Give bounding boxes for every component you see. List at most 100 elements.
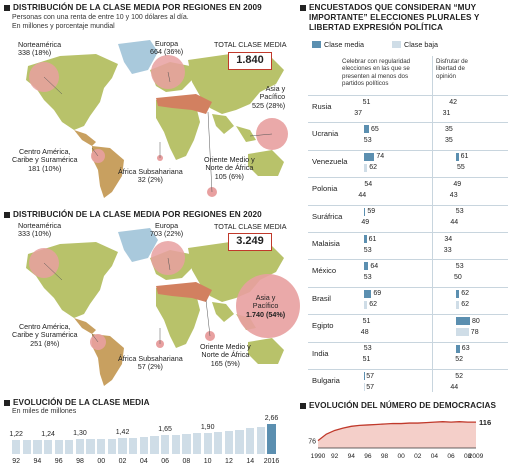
label-eu-2020: Europa 703 (22%) <box>150 221 184 239</box>
democ-x-tick-label: 94 <box>348 453 356 460</box>
democ-x-tick-label: 00 <box>397 453 405 460</box>
bar-value-label: 57 <box>366 372 374 380</box>
bar-value-label: 61 <box>460 153 469 161</box>
bar-value-label: 1,90 <box>200 423 215 431</box>
bar-value-label: 53 <box>363 246 372 254</box>
bar-value-label: 52 <box>455 372 463 380</box>
growth-bar <box>160 435 170 454</box>
column-divider <box>432 56 433 392</box>
bar-value-label: 59 <box>367 208 376 216</box>
bar-value-label: 48 <box>360 328 369 336</box>
section-bullet-icon <box>300 402 306 409</box>
bar-lower-class <box>364 163 368 172</box>
growth-bar <box>246 428 255 454</box>
map-2009-subtitle-2: En millones y porcentaje mundial <box>12 23 115 30</box>
row-separator <box>308 232 508 233</box>
growth-bar <box>75 439 85 454</box>
growth-bar <box>214 431 223 454</box>
bar-value-label: 42 <box>449 98 457 106</box>
bar-lower-class <box>456 328 469 337</box>
bar-value-label: 1,22 <box>9 431 23 439</box>
x-tick-label: 10 <box>203 458 212 465</box>
bar-value-label: 50 <box>454 273 462 281</box>
x-tick-label: 92 <box>12 458 21 465</box>
bar-value-label: 61 <box>368 235 377 243</box>
bar-value-label: 53 <box>455 262 464 270</box>
bar-value-label: 65 <box>371 125 379 133</box>
total-label-2009: TOTAL CLASE MEDIA <box>214 40 287 49</box>
bar-value-label: 44 <box>450 383 459 391</box>
bar-value-label: 63 <box>461 345 470 353</box>
bar-value-label: 57 <box>366 383 374 391</box>
democ-title: EVOLUCIÓN DEL NÚMERO DE DEMOCRACIAS <box>300 401 496 410</box>
democ-line <box>317 421 476 442</box>
growth-bar <box>150 436 159 454</box>
growth-bar-chart: 1,22 1,24 1,30 1,42 1,65 1,90 2,66 92 94 96 98 00 02… <box>0 414 290 468</box>
bar-middle-class <box>364 152 375 161</box>
democ-x-tick-label: 06 <box>447 453 455 460</box>
bar-value-label: 51 <box>362 317 371 325</box>
growth-bar <box>22 440 31 454</box>
bar-middle-class <box>364 235 367 243</box>
bar-value-label: 1,65 <box>158 426 172 434</box>
country-label: Egipto <box>312 321 334 331</box>
label-na-2009: Norteamérica 338 (18%) <box>18 40 62 58</box>
democ-area <box>318 421 476 448</box>
legend-swatch <box>392 41 401 48</box>
country-label: India <box>312 348 329 358</box>
label-me-2009: Oriente Medio y Norte de África 105 (6%) <box>204 155 255 181</box>
bar-value-label: 49 <box>361 219 370 227</box>
map-2009-subtitle-1: Personas con una renta de entre 10 y 100… <box>12 14 189 21</box>
section-bullet-icon <box>4 211 10 218</box>
x-tick-label: 06 <box>161 458 169 465</box>
map-2009-title: DISTRIBUCIÓN DE LA CLASE MEDIA POR REGIO… <box>4 3 262 12</box>
bar-value-label: 62 <box>369 301 377 309</box>
bar-value-label: 52 <box>455 356 463 364</box>
survey-title-line-2: IMPORTANTE” ELECCIONES PLURALES Y <box>309 13 480 22</box>
label-ca-2020: Centro América, Caribe y Suramérica 251 (8… <box>12 322 78 348</box>
growth-subtitle: En miles de millones <box>12 408 77 415</box>
growth-bar <box>97 438 106 454</box>
bar-value-label: 35 <box>445 136 453 144</box>
growth-bar <box>33 440 42 454</box>
column-header-elections: Celebrar con regularidad elecciones en la… <box>342 58 411 87</box>
democ-start-label: 76 <box>308 439 316 446</box>
bar-value-label: 53 <box>455 208 464 216</box>
legend-swatch <box>312 41 321 48</box>
x-tick-label: 04 <box>139 458 148 465</box>
row-separator <box>308 259 508 261</box>
x-tick-label: 08 <box>182 458 191 465</box>
row-separator <box>308 95 508 96</box>
x-tick-label: 00 <box>97 458 106 465</box>
section-bullet-icon <box>4 4 10 11</box>
bar-value-label: 62 <box>461 301 469 309</box>
x-tick-label: 96 <box>54 458 63 465</box>
growth-bar <box>118 438 127 454</box>
bubble-ap-2020 <box>236 274 300 338</box>
bar-value-label: 64 <box>370 262 379 270</box>
democ-x-tick-label: 1990 <box>311 453 326 460</box>
country-label: Polonia <box>312 184 338 194</box>
growth-bar <box>12 440 21 454</box>
bar-value-label: 80 <box>472 317 480 325</box>
x-tick-label: 12 <box>225 458 233 465</box>
label-af-2009: África Subsahariana 32 (2%) <box>118 167 183 185</box>
country-label: Rusia <box>312 102 332 111</box>
democ-x-tick-label: 92 <box>331 453 339 460</box>
section-bullet-icon <box>300 4 306 11</box>
bar-value-label: 62 <box>369 164 377 172</box>
row-separator <box>308 177 508 179</box>
democ-x-tick-label: 02 <box>414 453 422 460</box>
legend-lower-class: Clase baja <box>392 40 438 49</box>
growth-bar <box>86 439 95 454</box>
bar-middle-class <box>456 344 460 353</box>
country-label: Ucrania <box>312 129 339 139</box>
x-tick-label: 02 <box>118 458 127 465</box>
bar-value-label: 51 <box>362 356 371 364</box>
bubbles-2009 <box>29 55 288 197</box>
bar-value-label: 51 <box>362 98 371 106</box>
bar-middle-class <box>456 317 470 326</box>
growth-bar <box>256 426 266 454</box>
survey-title: ENCUESTADOS QUE CONSIDERAN “MUY <box>300 3 476 12</box>
